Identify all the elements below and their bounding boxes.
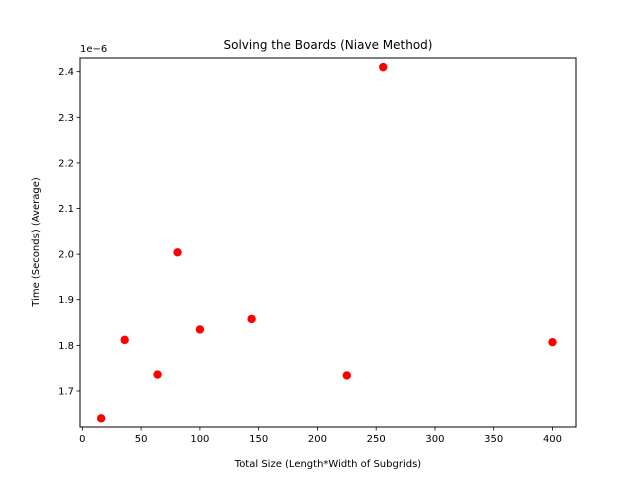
y-axis-label: Time (Seconds) (Average) [31, 177, 42, 308]
data-points [96, 62, 557, 423]
data-point [96, 414, 106, 423]
chart-title: Solving the Boards (Niave Method) [224, 38, 433, 52]
x-axis: 0 50 100 150 200 250 300 350 400 [79, 427, 562, 445]
y-tick-label: 1.7 [58, 386, 74, 397]
x-tick-label: 150 [249, 434, 268, 445]
y-tick-label: 2.2 [58, 158, 74, 169]
data-point [342, 371, 352, 380]
y-tick-label: 2.1 [58, 204, 74, 215]
data-point [548, 337, 557, 347]
data-point [379, 62, 388, 72]
data-point [195, 325, 205, 334]
data-point [153, 370, 162, 379]
x-tick-label: 50 [135, 434, 148, 445]
data-point [247, 314, 256, 324]
y-offset-label: 1e−6 [80, 44, 107, 55]
x-tick-label: 100 [190, 434, 209, 445]
y-axis: 1.7 1.8 1.9 2.0 2.1 2.2 2.3 2.4 [58, 67, 80, 397]
x-tick-label: 300 [425, 434, 444, 445]
y-tick-label: 2.4 [58, 67, 74, 78]
x-tick-label: 250 [367, 434, 386, 445]
x-tick-label: 200 [308, 434, 327, 445]
x-tick-label: 0 [79, 434, 85, 445]
x-tick-label: 350 [484, 434, 503, 445]
data-point [173, 248, 182, 257]
y-tick-label: 2.0 [58, 250, 74, 261]
y-tick-label: 1.8 [58, 341, 74, 352]
x-tick-label: 400 [543, 434, 562, 445]
y-tick-label: 2.3 [58, 113, 74, 124]
y-tick-label: 1.9 [58, 295, 74, 306]
x-axis-label: Total Size (Length*Width of Subgrids) [234, 459, 422, 470]
plot-area-frame [79, 57, 577, 428]
data-point [120, 335, 129, 345]
